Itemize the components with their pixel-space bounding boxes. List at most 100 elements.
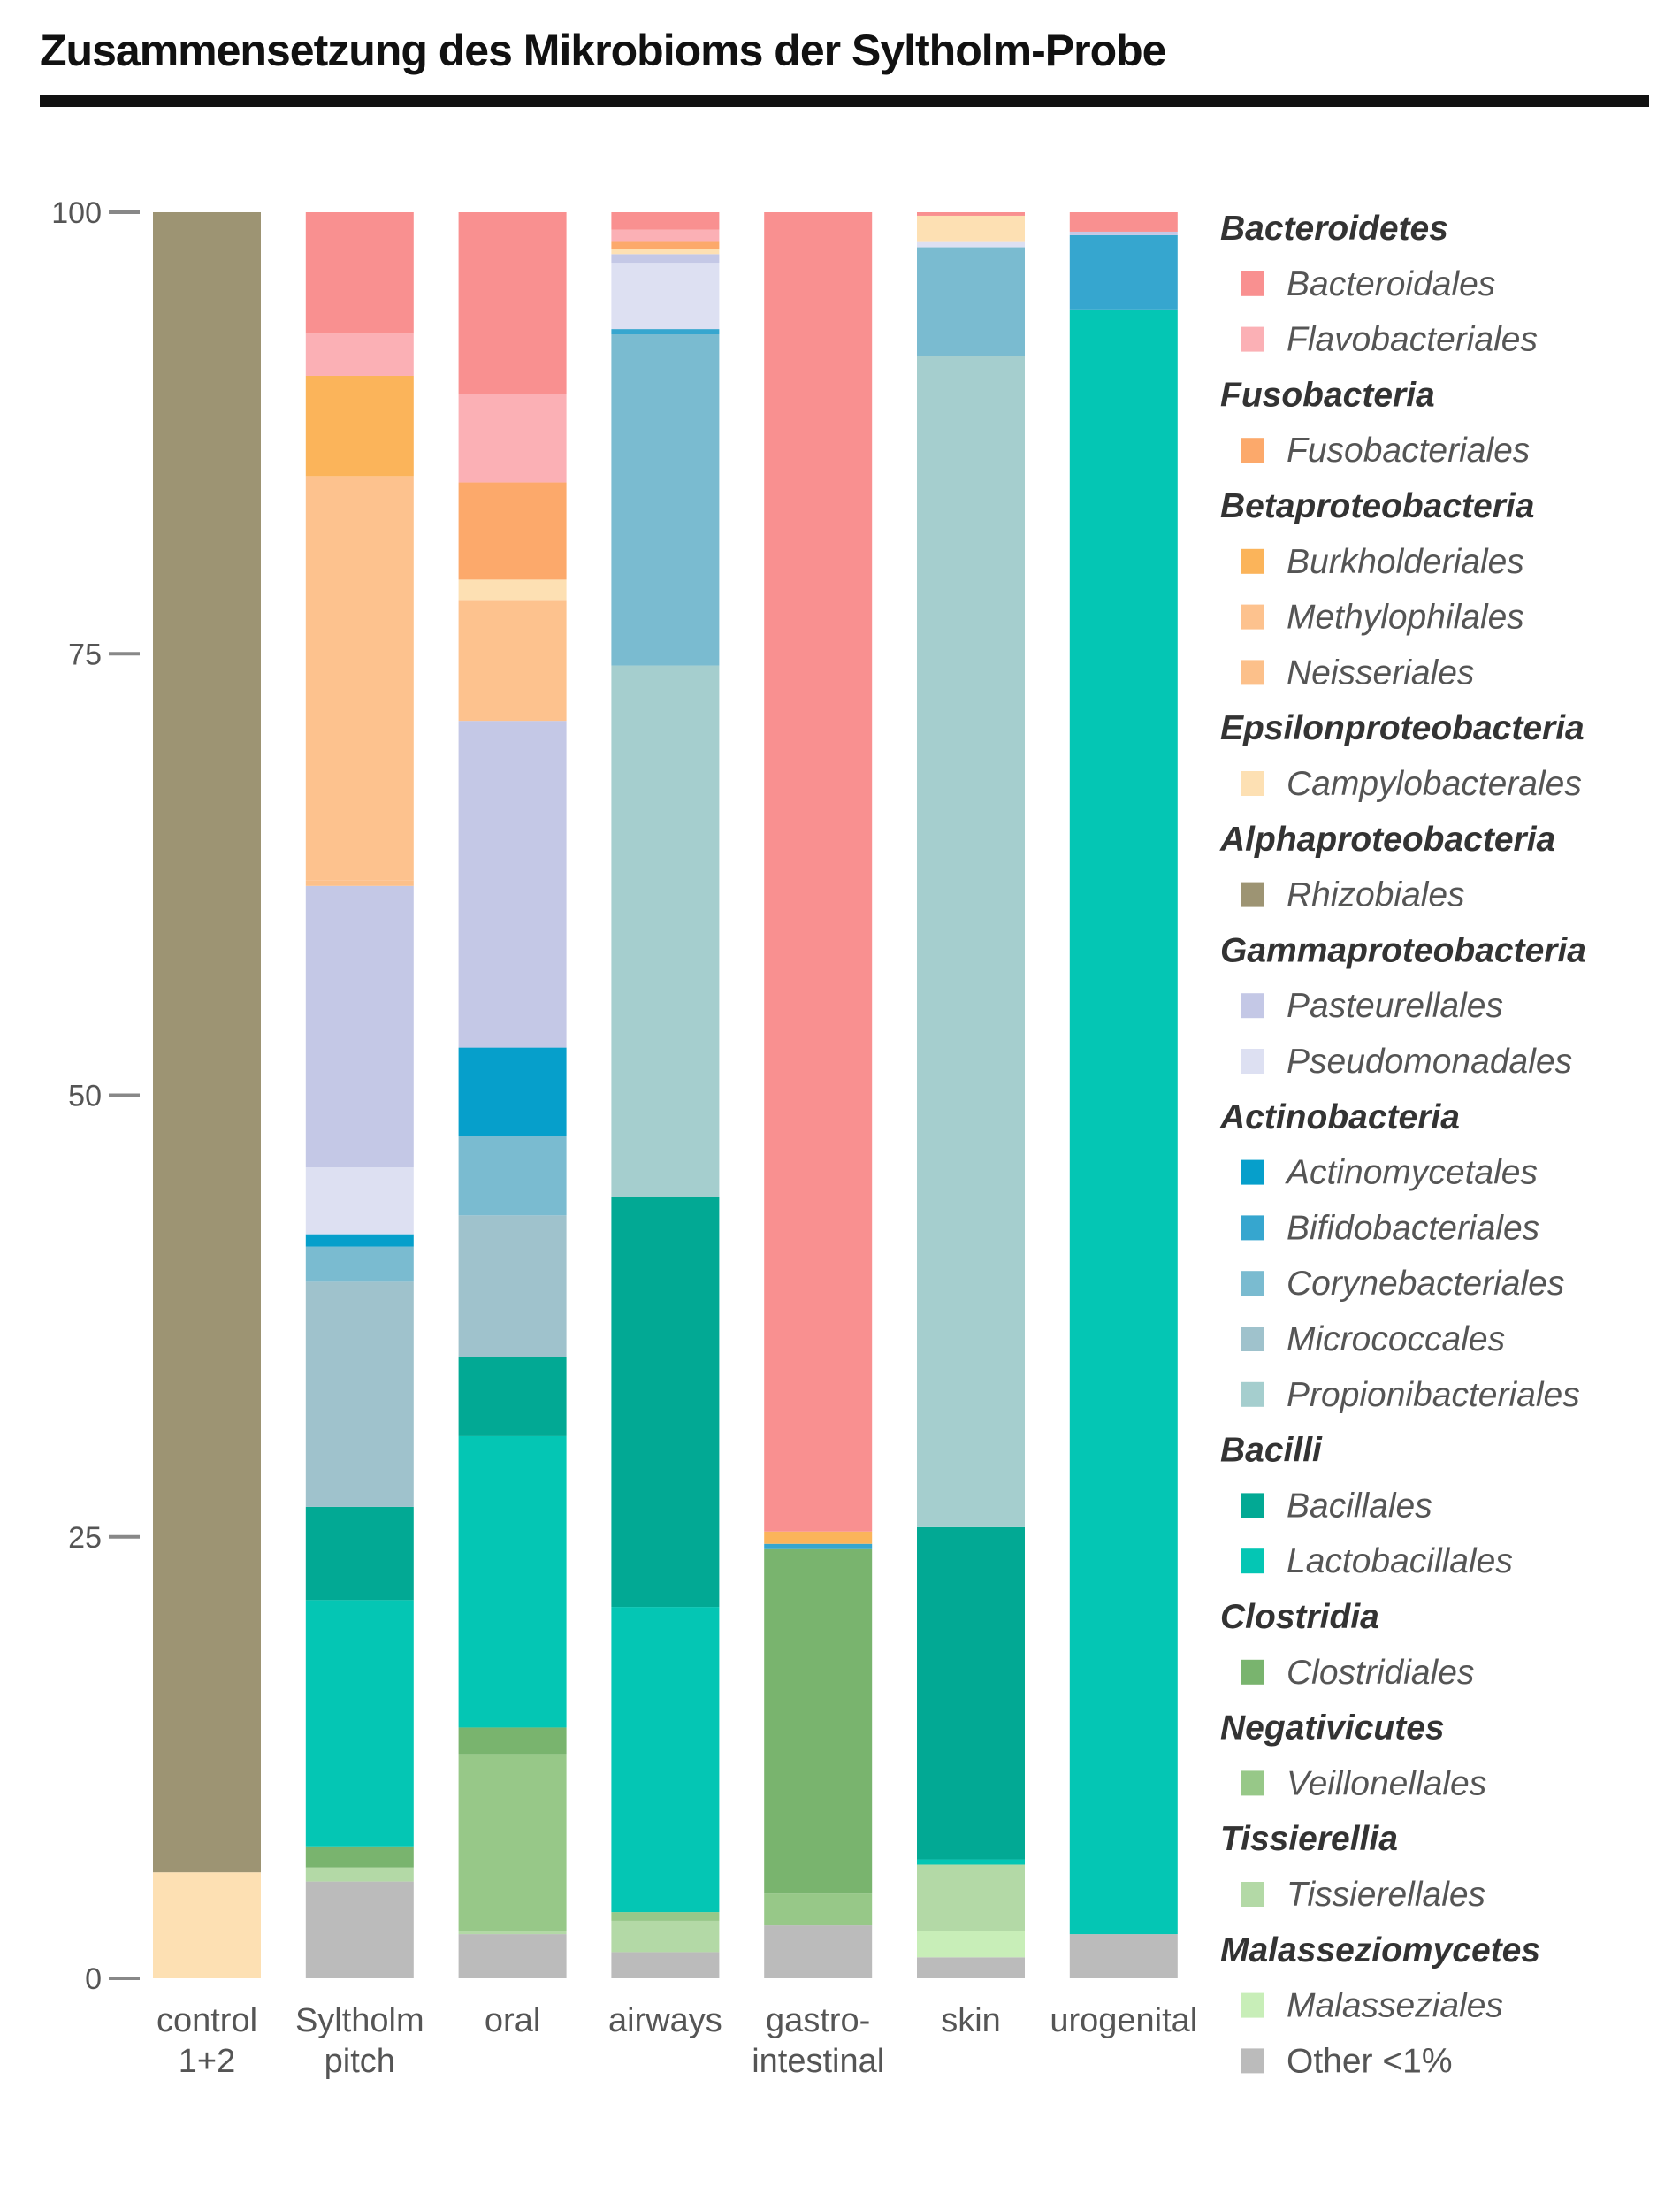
legend-label-neisseriales: Neisseriales [1287,654,1474,692]
legend-item-clostridiales: Clostridiales [1241,1654,1474,1692]
segment-urogenital-lactobacillales [1069,309,1178,1935]
segment-oral-bacteroidales [458,212,567,394]
legend-swatch-malasseziales [1241,1992,1264,2018]
legend-item-rhizobiales: Rhizobiales [1241,876,1465,914]
legend-item-bacillales: Bacillales [1241,1487,1432,1525]
segment-syltholm-pitch-pseudomonadales [305,1167,414,1235]
legend-item-tissierellales: Tissierellales [1241,1876,1485,1914]
segment-airways-veillonellales [611,1912,720,1921]
segment-gastro-intestinal-bacteroidales [764,212,873,1532]
legend-label-clostridiales: Clostridiales [1287,1654,1474,1692]
legend-label-malasseziales: Malasseziales [1287,1987,1503,2025]
legend-swatch-corynebacteriales [1241,1271,1264,1296]
x-axis-labels: control 1+2 Syltholm pitch oral airways gastro… [157,2002,1197,2080]
legend-label-pseudomonadales: Pseudomonadales [1287,1043,1572,1081]
y-tick-label-50: 50 [68,1080,102,1113]
segment-skin-tissierellales [917,1864,1025,1931]
segment-oral-pasteurellales [458,721,567,1048]
y-tick-label-75: 75 [68,638,102,671]
legend-swatch-micrococcales [1241,1327,1264,1351]
legend-group-betaproteobacteria: Betaproteobacteria [1220,487,1534,525]
segment-oral-lactobacillales [458,1435,567,1728]
legend-label-flavobacteriales: Flavobacteriales [1287,321,1538,359]
legend-group-alphaproteobacteria: Alphaproteobacteria [1219,821,1555,859]
segment-airways-propionibacteriales [611,665,720,1197]
segment-syltholm-pitch-clostridiales [305,1846,414,1868]
legend-swatch-bacteroidales [1241,271,1264,296]
category-label-skin: skin [941,2002,1001,2039]
legend-label-bacteroidales: Bacteroidales [1287,265,1495,303]
legend-group-negativicutes: Negativicutes [1220,1709,1445,1747]
segment-airways-pasteurellales [611,254,720,264]
segment-syltholm-pitch-methylophilales [305,476,414,881]
segment-urogenital-bacteroidales [1069,212,1178,232]
legend-label-actinomycetales: Actinomycetales [1285,1154,1538,1192]
legend-item-pseudomonadales: Pseudomonadales [1241,1043,1572,1081]
legend-swatch-bifidobacteriales [1241,1215,1264,1241]
legend-item-corynebacteriales: Corynebacteriales [1241,1265,1564,1303]
category-label-control-1-2-line2: 1+2 [179,2043,235,2080]
category-label-gastro-intestinal-line2: intestinal [752,2043,884,2080]
segment-skin-lactobacillales [917,1859,1025,1865]
legend-item-veillonellales: Veillonellales [1241,1764,1486,1802]
segment-oral-fusobacteriales [458,482,567,580]
segment-oral-tissierellales [458,1931,567,1935]
segment-gastro-intestinal-burkholderiales [764,1531,873,1544]
legend-item-fusobacteriales: Fusobacteriales [1241,432,1530,470]
legend-swatch-fusobacteriales [1241,438,1264,463]
y-axis: 0 25 50 75 100 [51,196,140,1996]
segment-airways-tissierellales [611,1920,720,1953]
legend-label-bifidobacteriales: Bifidobacteriales [1287,1209,1539,1247]
legend-label-campylobacterales: Campylobacterales [1287,765,1582,803]
legend: Bacteroidetes Bacteroidales Flavobacterial… [1219,210,1586,2080]
segment-skin-other-1 [917,1957,1025,1978]
legend-item-methylophilales: Methylophilales [1241,599,1524,637]
segment-syltholm-pitch-bacteroidales [305,212,414,334]
segment-skin-bacteroidales [917,212,1025,216]
segment-control-1-2-campylobacterales [153,1872,261,1978]
segment-syltholm-pitch-corynebacteriales [305,1246,414,1282]
segment-syltholm-pitch-pasteurellales [305,885,414,1168]
legend-item-pasteurellales: Pasteurellales [1241,987,1503,1025]
segment-airways-bacteroidales [611,212,720,230]
legend-swatch-rhizobiales [1241,882,1264,907]
legend-item-malasseziales: Malasseziales [1241,1987,1503,2025]
legend-swatch-other [1241,2048,1264,2074]
segment-skin-campylobacterales [917,215,1025,242]
segment-syltholm-pitch-flavobacteriales [305,333,414,376]
category-label-gastro-intestinal: gastro- [766,2002,870,2039]
legend-label-tissierellales: Tissierellales [1287,1876,1485,1914]
segment-syltholm-pitch-actinomycetales [305,1234,414,1247]
segment-airways-flavobacteriales [611,229,720,242]
segment-oral-actinomycetales [458,1047,567,1136]
legend-group-epsilonproteobacteria: Epsilonproteobacteria [1220,709,1585,747]
legend-label-veillonellales: Veillonellales [1287,1764,1486,1802]
segment-syltholm-pitch-other-1 [305,1881,414,1978]
legend-label-micrococcales: Micrococcales [1287,1320,1505,1358]
segment-syltholm-pitch-bacillales [305,1506,414,1601]
legend-label-corynebacteriales: Corynebacteriales [1287,1265,1564,1303]
y-tick-label-0: 0 [85,1962,102,1996]
bar-syltholm-pitch [305,212,414,1978]
legend-label-other: Other <1% [1287,2042,1453,2080]
bar-control-1-2 [153,212,261,1978]
category-label-syltholm-pitch-line2: pitch [325,2043,395,2080]
legend-label-fusobacteriales: Fusobacteriales [1287,432,1530,470]
segment-oral-veillonellales [458,1754,567,1931]
legend-swatch-burkholderiales [1241,548,1264,574]
segment-airways-pseudomonadales [611,263,720,330]
legend-swatch-actinomycetales [1241,1159,1264,1185]
category-label-oral: oral [485,2002,540,2039]
y-tick-label-100: 100 [51,196,102,230]
segment-airways-lactobacillales [611,1607,720,1913]
segment-airways-bifidobacteriales [611,329,720,334]
bar-gastro-intestinal [764,212,873,1978]
legend-group-bacteroidetes: Bacteroidetes [1220,210,1448,248]
category-label-airways: airways [608,2002,722,2039]
segment-gastro-intestinal-veillonellales [764,1893,873,1926]
segment-gastro-intestinal-other-1 [764,1925,873,1978]
segment-syltholm-pitch-burkholderiales [305,375,414,477]
segment-skin-corynebacteriales [917,247,1025,356]
legend-swatch-lactobacillales [1241,1548,1264,1574]
